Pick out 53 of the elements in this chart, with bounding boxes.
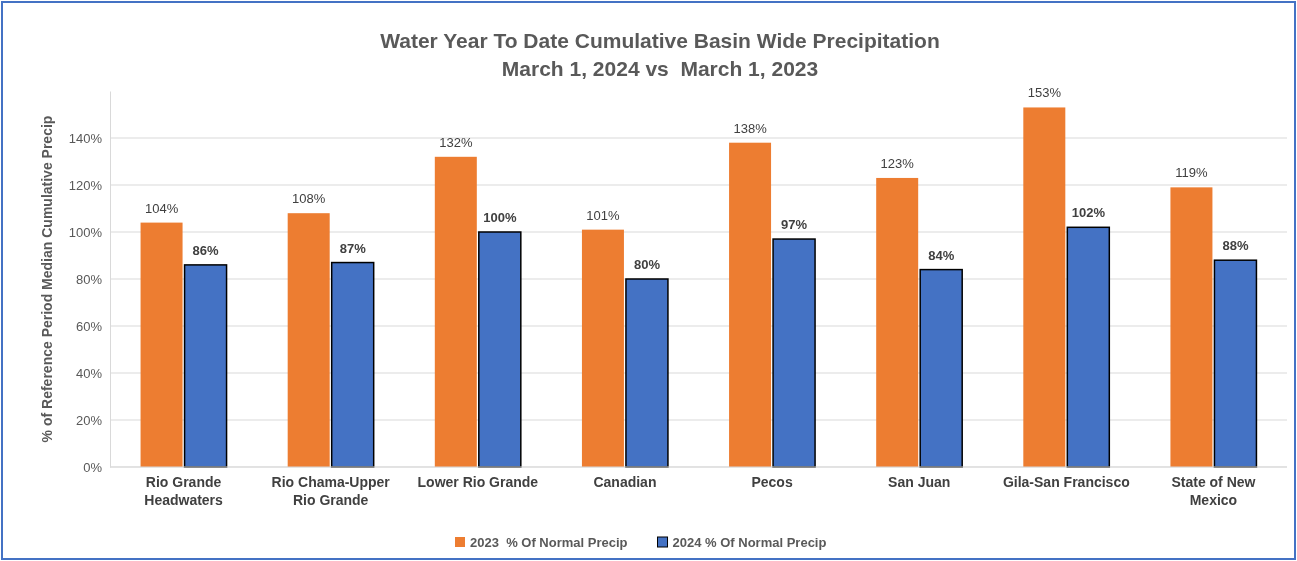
x-tick-label: Lower Rio Grande xyxy=(417,474,539,490)
x-tick-label: State of New Mexico xyxy=(1171,474,1256,509)
legend-label: 2024 % Of Normal Precip xyxy=(672,535,827,550)
data-label: 100% xyxy=(483,210,517,225)
bar xyxy=(140,222,183,467)
y-axis-title: % of Reference Period Median Cumulative Precip xyxy=(39,115,55,443)
data-label: 138% xyxy=(733,120,768,136)
data-label: 84% xyxy=(928,247,955,263)
bar xyxy=(581,229,624,467)
y-tick-label: 20% xyxy=(75,412,103,428)
bar xyxy=(434,156,477,467)
bar xyxy=(1213,259,1258,468)
x-tick-label: Gila-San Francisco xyxy=(1002,474,1130,490)
x-tick-label: Rio Chama-Upper Rio Grande xyxy=(271,474,391,509)
data-label: 88% xyxy=(1222,238,1249,254)
bar xyxy=(183,264,228,468)
data-label: 87% xyxy=(339,240,367,256)
bar xyxy=(876,177,919,467)
x-tick-label: San Juan xyxy=(888,474,951,490)
x-tick-label: Rio Grande Headwaters xyxy=(144,474,224,509)
data-label: 80% xyxy=(633,257,661,272)
data-label: 97% xyxy=(781,217,808,233)
bar xyxy=(330,261,375,468)
data-label: 101% xyxy=(586,207,620,223)
x-tick-label: Canadian xyxy=(593,474,657,490)
y-tick-label: 80% xyxy=(75,271,103,287)
chart-title: Water Year To Date Cumulative Basin Wide Precipitation xyxy=(380,29,940,52)
y-tick-label: 40% xyxy=(75,365,103,381)
bar xyxy=(625,278,669,468)
bar xyxy=(1066,226,1111,468)
bar xyxy=(772,238,816,468)
y-tick-label: 60% xyxy=(75,318,103,334)
x-tick-label: Pecos xyxy=(751,474,793,490)
bar xyxy=(1170,187,1213,467)
data-label: 119% xyxy=(1175,165,1209,181)
data-label: 102% xyxy=(1071,205,1106,221)
bar xyxy=(478,231,522,468)
bar xyxy=(729,142,772,467)
legend-label: 2023 % Of Normal Precip xyxy=(470,535,628,550)
data-label: 132% xyxy=(439,134,473,150)
data-label: 86% xyxy=(192,242,220,258)
data-label: 108% xyxy=(292,191,326,207)
chart-subtitle: March 1, 2024 vs March 1, 2023 xyxy=(501,57,819,80)
bar xyxy=(919,268,963,468)
bar xyxy=(287,213,330,467)
y-tick-label: 120% xyxy=(68,177,103,193)
data-label: 104% xyxy=(144,200,179,216)
y-tick-label: 140% xyxy=(68,130,103,146)
bar xyxy=(1023,107,1066,467)
data-label: 123% xyxy=(880,155,915,171)
y-tick-label: 0% xyxy=(83,459,103,475)
y-tick-label: 100% xyxy=(68,224,103,240)
data-label: 153% xyxy=(1027,85,1062,101)
